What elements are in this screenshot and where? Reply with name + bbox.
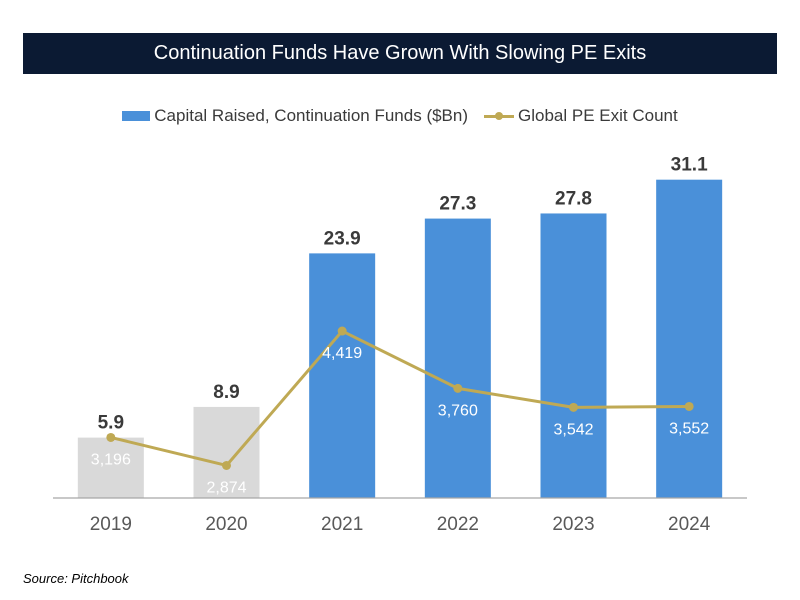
bar-value-label-2020: 8.9 [213,382,239,403]
bar-2024 [656,179,723,498]
legend-swatch-bar [122,111,151,121]
chart-title-bar: Continuation Funds Have Grown With Slowi… [23,33,777,74]
legend-swatch-line [484,111,515,121]
exit-count-point-2021 [337,326,347,336]
source-note: Source: Pitchbook [23,571,129,586]
x-tick-label-2022: 2022 [437,514,479,535]
bar-2021 [309,253,376,498]
exit-count-point-2019 [106,432,116,442]
exit-count-label-2024: 3,552 [669,420,709,437]
exit-count-label-2023: 3,542 [553,421,593,438]
bar-value-label-2024: 31.1 [671,155,708,176]
exit-count-point-2024 [684,401,694,411]
bar-2020 [193,406,260,498]
x-tick-label-2020: 2020 [205,514,247,535]
bar-2023 [540,213,607,499]
x-tick-label-2023: 2023 [552,514,594,535]
x-tick-label-2021: 2021 [321,514,363,535]
exit-count-label-2021: 4,419 [322,345,362,362]
legend: Capital Raised, Continuation Funds ($Bn)… [0,104,800,128]
exit-count-point-2023 [569,402,578,412]
x-tick-label-2019: 2019 [90,514,132,535]
exit-count-line [110,329,690,467]
bar-value-label-2021: 23.9 [324,228,361,249]
bar-value-label-2022: 27.3 [439,194,476,215]
legend-item-capital-raised: Capital Raised, Continuation Funds ($Bn) [122,106,468,126]
exit-count-point-2020 [222,460,231,470]
bar-2022 [424,218,491,498]
chart-title: Continuation Funds Have Grown With Slowi… [153,42,647,64]
legend-item-exit-count: Global PE Exit Count [484,106,678,126]
bar-2019 [77,437,144,498]
legend-label-exit-count: Global PE Exit Count [518,106,678,125]
exit-count-label-2020: 2,874 [206,479,246,496]
bar-value-label-2023: 27.8 [555,188,592,209]
exit-count-label-2022: 3,760 [438,402,478,419]
x-tick-label-2024: 2024 [668,514,711,535]
legend-label-capital-raised: Capital Raised, Continuation Funds ($Bn) [154,106,469,125]
bar-value-label-2019: 5.9 [98,413,124,434]
exit-count-label-2019: 3,196 [91,451,131,468]
exit-count-point-2022 [453,383,463,393]
